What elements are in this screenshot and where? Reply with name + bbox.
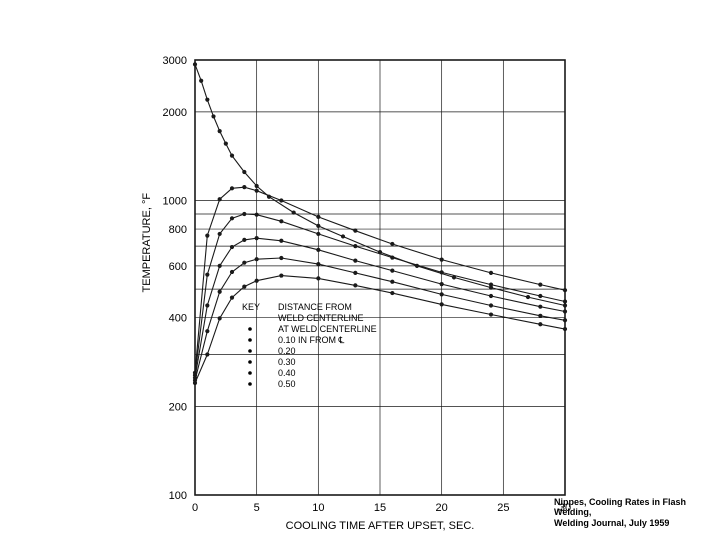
svg-text:AT WELD CENTERLINE: AT WELD CENTERLINE: [278, 324, 377, 334]
svg-text:20: 20: [436, 502, 448, 514]
svg-text:3000: 3000: [163, 55, 187, 67]
cooling-chart: 051015202530COOLING TIME AFTER UPSET, SE…: [0, 0, 720, 540]
svg-text:25: 25: [497, 502, 509, 514]
svg-text:100: 100: [169, 490, 187, 502]
svg-text:TEMPERATURE, °F: TEMPERATURE, °F: [141, 193, 153, 293]
svg-text:DISTANCE FROM: DISTANCE FROM: [278, 302, 352, 312]
svg-text:KEY: KEY: [242, 302, 260, 312]
svg-text:WELD CENTERLINE: WELD CENTERLINE: [278, 313, 364, 323]
svg-text:0.30: 0.30: [278, 357, 296, 367]
citation-line2: Welding Journal, July 1959: [554, 518, 669, 528]
svg-text:2000: 2000: [163, 107, 187, 119]
svg-text:15: 15: [374, 502, 386, 514]
svg-text:400: 400: [169, 313, 187, 325]
chart-svg: 051015202530COOLING TIME AFTER UPSET, SE…: [0, 0, 720, 540]
svg-text:0.50: 0.50: [278, 379, 296, 389]
svg-text:600: 600: [169, 261, 187, 273]
svg-text:0.40: 0.40: [278, 368, 296, 378]
svg-text:5: 5: [254, 502, 260, 514]
svg-text:1000: 1000: [163, 196, 187, 208]
svg-text:200: 200: [169, 401, 187, 413]
citation-line1: Nippes, Cooling Rates in Flash Welding,: [554, 497, 686, 517]
svg-text:10: 10: [312, 502, 324, 514]
page: 051015202530COOLING TIME AFTER UPSET, SE…: [0, 0, 720, 540]
svg-text:COOLING TIME AFTER UPSET, SEC.: COOLING TIME AFTER UPSET, SEC.: [286, 520, 475, 532]
svg-text:0.10 IN FROM ℄: 0.10 IN FROM ℄: [278, 335, 345, 345]
svg-text:800: 800: [169, 224, 187, 236]
svg-text:0.20: 0.20: [278, 346, 296, 356]
svg-text:0: 0: [192, 502, 198, 514]
citation: Nippes, Cooling Rates in Flash Welding, …: [554, 497, 709, 528]
